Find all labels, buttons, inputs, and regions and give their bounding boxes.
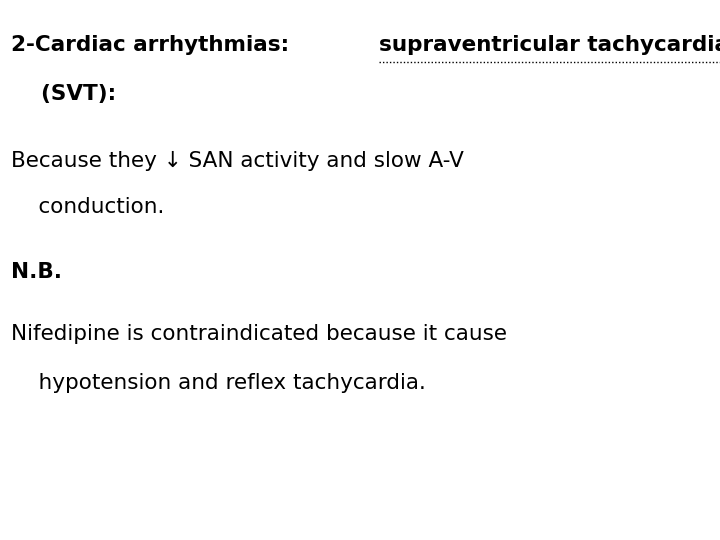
- Text: Nifedipine is contraindicated because it cause: Nifedipine is contraindicated because it…: [11, 324, 507, 344]
- Text: Because they ↓ SAN activity and slow A-V: Because they ↓ SAN activity and slow A-V: [11, 151, 464, 171]
- Text: N.B.: N.B.: [11, 262, 62, 282]
- Text: (SVT):: (SVT):: [11, 84, 116, 104]
- Text: 2-Cardiac arrhythmias:: 2-Cardiac arrhythmias:: [11, 35, 297, 55]
- Text: supraventricular tachycardia: supraventricular tachycardia: [379, 35, 720, 55]
- Text: conduction.: conduction.: [11, 197, 164, 217]
- Text: hypotension and reflex tachycardia.: hypotension and reflex tachycardia.: [11, 373, 426, 393]
